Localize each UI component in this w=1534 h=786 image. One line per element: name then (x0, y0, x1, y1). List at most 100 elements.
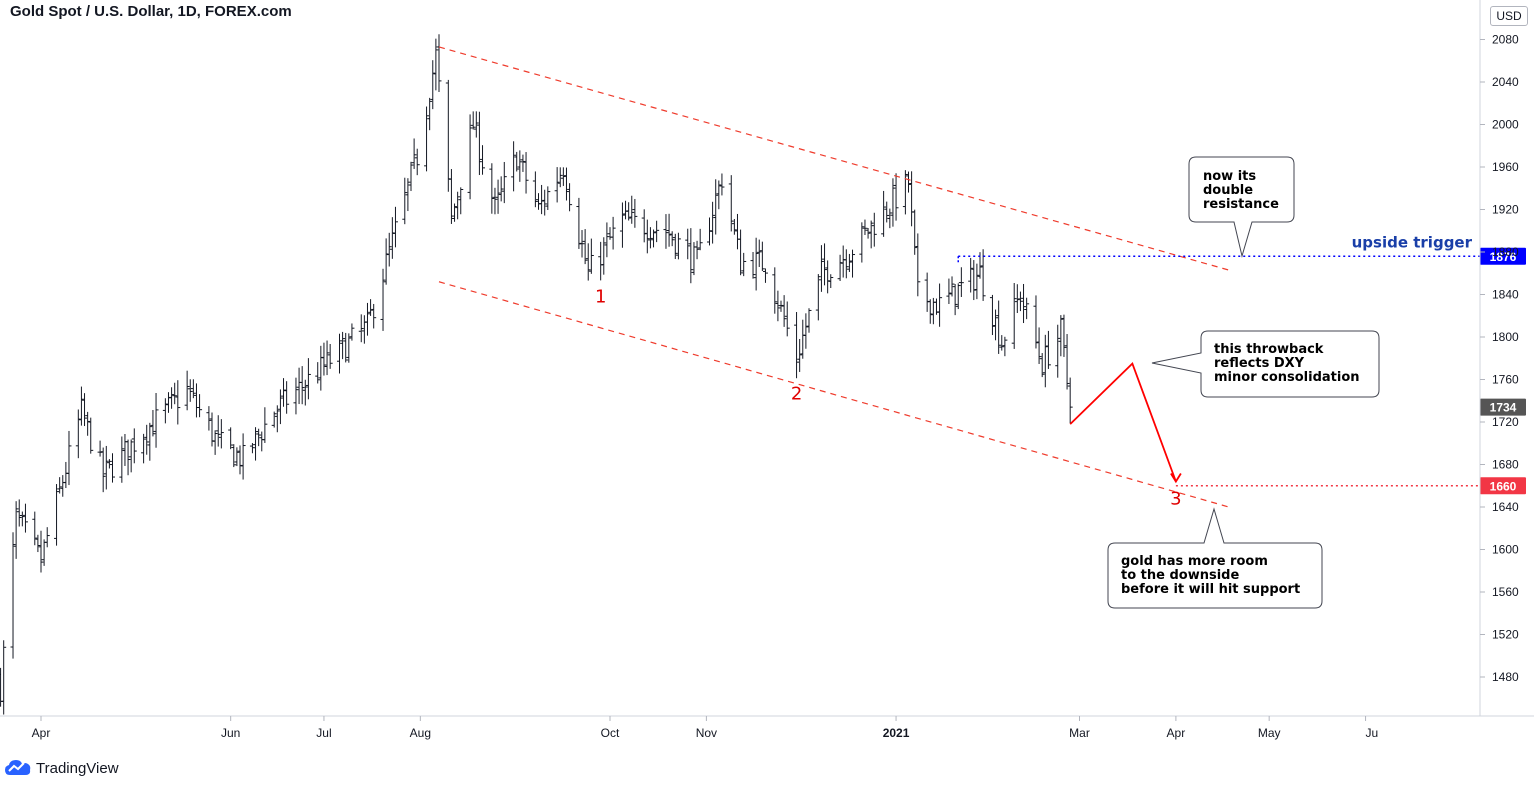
ohlc-bar (890, 178, 896, 227)
ohlc-bar (999, 335, 1005, 351)
ohlc-bar (480, 145, 486, 175)
ohlc-bar (240, 433, 246, 480)
ohlc-bar (915, 233, 921, 297)
ohlc-bar (716, 180, 722, 210)
ohlc-bar (514, 151, 520, 172)
ohlc-bar (881, 190, 887, 237)
ohlc-bar (952, 284, 958, 316)
ohlc-bar (361, 315, 367, 344)
y-tick-label: 1480 (1492, 670, 1519, 684)
ohlc-bar (629, 195, 635, 224)
ohlc-bar (738, 229, 744, 276)
ohlc-bar (470, 111, 476, 130)
ohlc-bar (193, 383, 199, 418)
y-tick-label: 1920 (1492, 203, 1519, 217)
y-tick-label: 1560 (1492, 585, 1519, 599)
callout-throwback-line1: this throwback (1214, 342, 1324, 357)
ohlc-bar (837, 254, 843, 282)
ohlc-bar (632, 198, 638, 228)
ohlc-bar (688, 228, 694, 284)
ohlc-bar (579, 230, 585, 258)
y-tick-label: 2000 (1492, 118, 1519, 132)
ohlc-bar (868, 220, 874, 249)
ohlc-bar (1064, 334, 1070, 390)
ohlc-bar (281, 378, 287, 407)
ohlc-bar (128, 439, 134, 473)
ohlc-bar (249, 443, 255, 454)
ohlc-bar (654, 220, 660, 243)
ohlc-bar (296, 367, 302, 405)
ohlc-bar (66, 430, 72, 486)
callout-support-box[interactable] (1107, 507, 1323, 609)
wave-label-2: 2 (791, 383, 802, 404)
ohlc-bar (452, 203, 458, 222)
cloud-logo-icon (5, 760, 31, 775)
callout-double-resistance-box[interactable] (1188, 156, 1295, 258)
ohlc-bar (60, 475, 66, 497)
ohlc-bar (144, 424, 150, 455)
ohlc-bar (119, 436, 125, 483)
ohlc-bar (800, 319, 806, 359)
ohlc-bar (924, 272, 930, 312)
ohlc-bar (433, 38, 439, 91)
ohlc-bar (277, 389, 283, 425)
ohlc-bar (666, 213, 672, 247)
ohlc-bar (713, 179, 719, 235)
ohlc-bar (971, 260, 977, 301)
x-tick-label: Apr (1167, 726, 1186, 740)
ohlc-bar (815, 274, 821, 321)
ohlc-bar (626, 202, 632, 221)
ohlc-bar (430, 60, 436, 110)
ohlc-bar (996, 300, 1002, 354)
ohlc-bar (775, 290, 781, 322)
ohlc-bar (825, 260, 831, 294)
ohlc-bar (554, 167, 560, 203)
ohlc-bar (651, 229, 657, 248)
x-tick-label: Ju (1366, 726, 1379, 740)
ohlc-bar (974, 263, 980, 300)
ohlc-bar (237, 445, 243, 475)
ohlc-bar (741, 252, 747, 277)
price-bars (0, 34, 1073, 715)
ohlc-bar (455, 191, 461, 220)
ohlc-bar (905, 171, 911, 193)
ohlc-bar (190, 379, 196, 399)
ohlc-bar (850, 249, 856, 278)
ohlc-bar (647, 227, 653, 249)
ohlc-bar (949, 276, 955, 297)
currency-button[interactable]: USD (1490, 6, 1528, 26)
upside-trigger-label: upside trigger (1352, 233, 1473, 251)
ohlc-bar (1014, 284, 1020, 314)
ohlc-bar (35, 534, 41, 553)
x-tick-label: 2021 (883, 726, 910, 740)
ohlc-bar (315, 362, 321, 384)
ohlc-bar (1, 640, 7, 715)
ohlc-bar (1002, 336, 1008, 357)
ohlc-bar (980, 249, 986, 301)
ohlc-bar (172, 382, 178, 405)
ohlc-bar (383, 238, 389, 285)
ohlc-bar (424, 106, 430, 172)
ohlc-bar (284, 381, 290, 414)
ohlc-bar (567, 183, 573, 212)
ohlc-bar (327, 343, 333, 369)
ohlc-bar (22, 503, 28, 533)
ohlc-bar (305, 358, 311, 400)
ohlc-bar (414, 148, 420, 176)
ohlc-bar (321, 342, 327, 376)
tradingview-logo[interactable]: TradingView (4, 757, 119, 779)
callout-support-line3: before it will hit support (1121, 582, 1300, 597)
ohlc-bar (843, 249, 849, 279)
ohlc-bar (784, 301, 790, 337)
ohlc-bar (57, 477, 63, 494)
ohlc-bar (88, 417, 94, 454)
y-tick-label: 1680 (1492, 458, 1519, 472)
ohlc-bar (731, 218, 737, 235)
ohlc-bar (762, 268, 768, 283)
projection-path (1069, 361, 1177, 482)
callout-throwback-box[interactable] (1151, 330, 1380, 398)
ohlc-bar (968, 257, 974, 293)
ohlc-bar (501, 161, 507, 204)
ohlc-bar (803, 313, 809, 349)
